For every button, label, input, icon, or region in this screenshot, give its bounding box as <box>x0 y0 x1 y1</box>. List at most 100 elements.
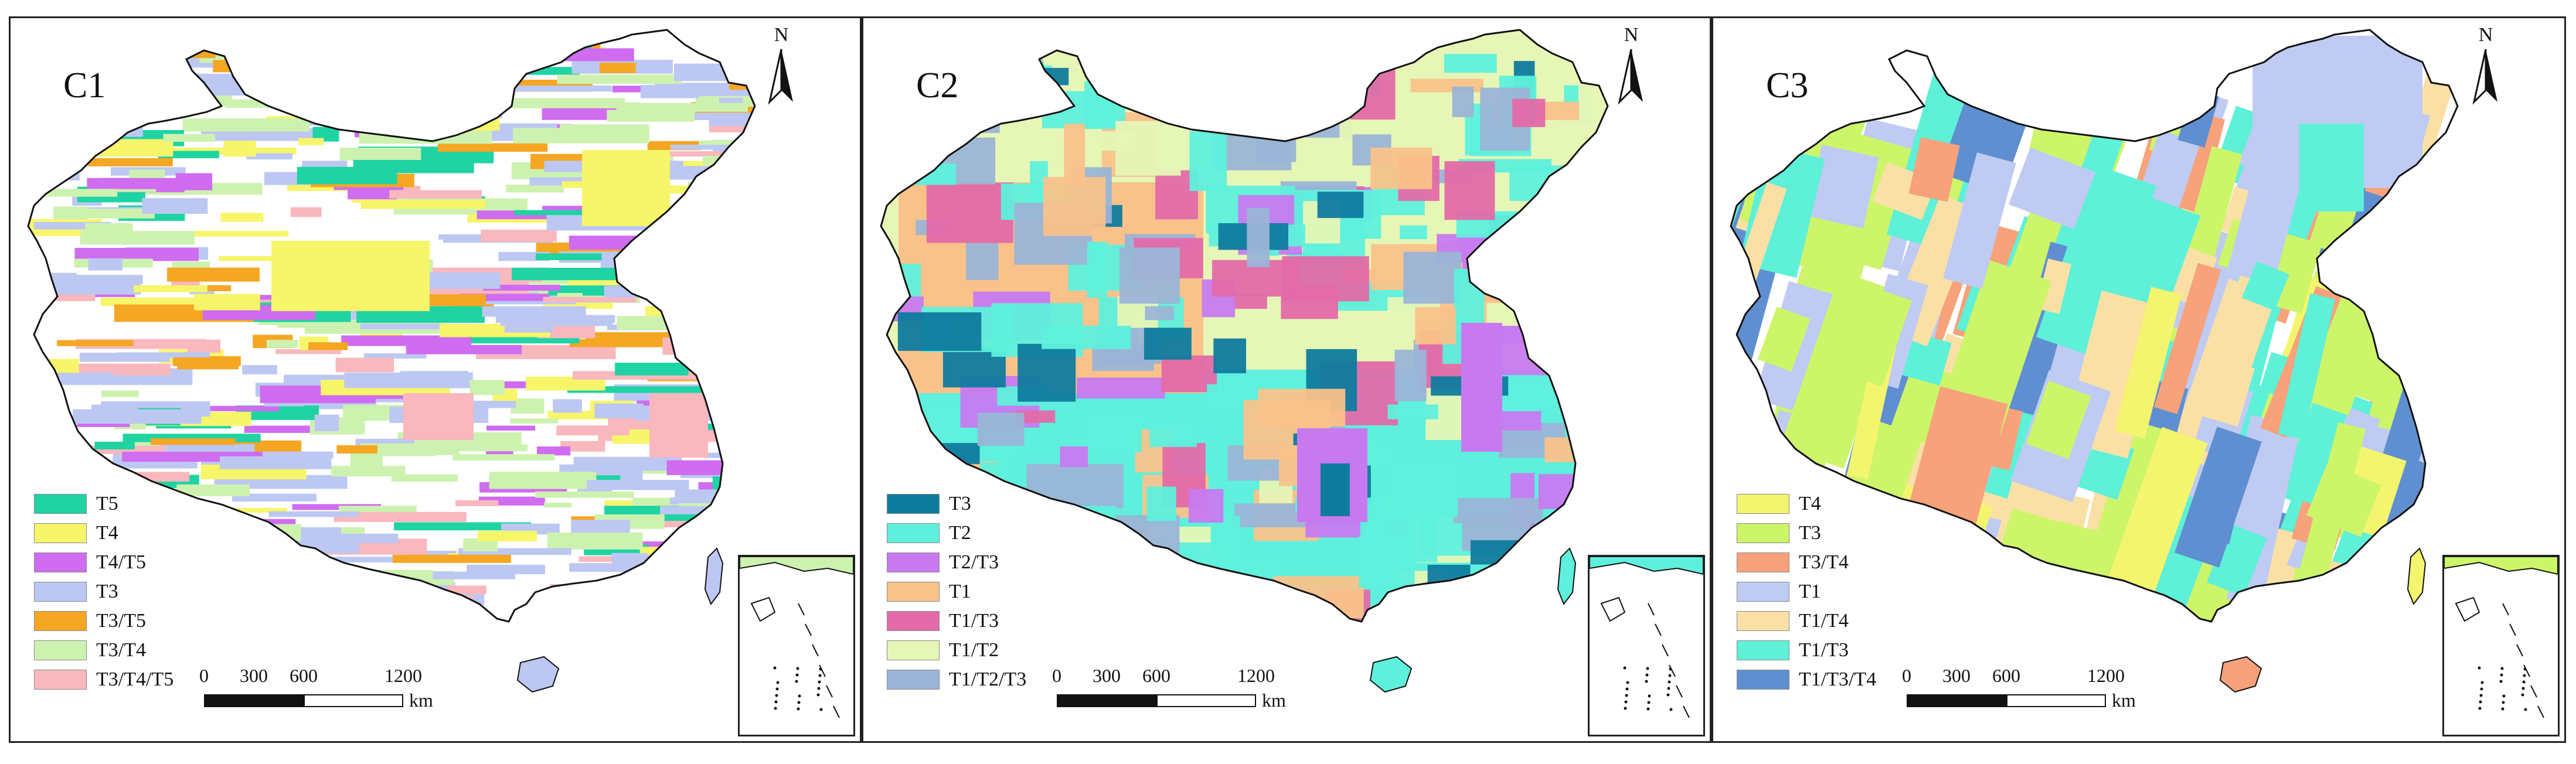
taiwan-island <box>2407 547 2427 606</box>
legend-item: T2/T3 <box>887 548 1026 577</box>
legend-item: T1/T2/T3 <box>887 665 1026 694</box>
scale-tick-label: 600 <box>1992 665 2020 686</box>
legend-item: T3 <box>1737 519 1876 548</box>
scale-unit: km <box>2112 690 2136 711</box>
legend-swatch <box>1737 640 1789 660</box>
scale-tick-label: 600 <box>1142 665 1170 686</box>
north-label: N <box>2478 24 2493 46</box>
scale-tick-label: 0 <box>199 665 209 686</box>
scale-tick-label: 300 <box>1093 665 1121 686</box>
legend-item: T3 <box>34 577 173 606</box>
map-panel-c2: C2 N T3 T2 T2/T3 T1 T1/T3 T1/T2 T1/T2/T3 0 300 600 1… <box>862 16 1711 743</box>
legend-label: T3/T4 <box>1799 551 1849 573</box>
legend-label: T1/T2 <box>949 639 999 661</box>
legend-item: T3/T4 <box>34 636 173 665</box>
hainan-island <box>516 656 560 693</box>
panel-title: C3 <box>1766 66 1809 105</box>
legend-label: T1 <box>949 581 971 602</box>
scale-tick-label: 1200 <box>1237 665 1275 686</box>
scale-bar-filled <box>1057 694 1156 707</box>
legend-label: T3 <box>1799 522 1821 544</box>
legend-item: T1/T3 <box>887 606 1026 636</box>
legend-label: T4 <box>96 522 118 544</box>
legend-label: T4/T5 <box>96 551 146 573</box>
south-china-sea-inset <box>738 555 855 736</box>
legend-item: T4 <box>1737 489 1876 519</box>
legend-label: T1/T3 <box>949 610 999 632</box>
legend-item: T3/T4/T5 <box>34 665 173 694</box>
scale-tick-label: 300 <box>1942 665 1971 686</box>
legend-swatch <box>1737 552 1789 572</box>
legend: T4 T3 T3/T4 T1 T1/T4 T1/T3 T1/T3/T4 <box>1737 489 1876 694</box>
scale-bar: 0 300 600 1200 km <box>199 665 433 718</box>
scale-tick-label: 1200 <box>2087 665 2125 686</box>
legend-label: T3/T5 <box>96 610 146 632</box>
north-arrow-icon: N <box>1614 24 1649 106</box>
taiwan-island <box>704 547 724 606</box>
legend-item: T3/T4 <box>1737 548 1876 577</box>
legend-swatch <box>1737 582 1789 602</box>
china-map <box>1730 29 2459 693</box>
legend: T5 T4 T4/T5 T3 T3/T5 T3/T4 T3/T4/T5 <box>34 489 173 694</box>
scale-bar-empty <box>1156 694 1256 707</box>
legend-label: T4 <box>1799 493 1821 514</box>
legend-label: T5 <box>96 493 118 514</box>
legend-label: T1/T2/T3 <box>949 668 1027 690</box>
north-arrow-icon: N <box>2468 24 2503 106</box>
legend-label: T1/T3 <box>1799 639 1849 661</box>
scale-unit: km <box>1262 690 1286 711</box>
legend-label: T3/T4/T5 <box>96 668 174 690</box>
legend-swatch <box>887 494 940 514</box>
scale-tick-label: 0 <box>1052 665 1061 686</box>
legend-swatch <box>1737 523 1789 543</box>
legend-label: T1/T3/T4 <box>1799 668 1877 690</box>
scale-bar-filled <box>1907 694 2006 707</box>
legend-item: T5 <box>34 489 173 519</box>
legend-swatch <box>34 640 87 660</box>
scale-bar: 0 300 600 1200 km <box>1902 665 2136 718</box>
legend-label: T2/T3 <box>949 551 999 573</box>
legend-swatch <box>34 611 87 631</box>
legend-swatch <box>1737 670 1789 690</box>
legend-label: T3 <box>949 493 971 514</box>
legend-item: T2 <box>887 519 1026 548</box>
north-label: N <box>1624 24 1639 46</box>
panel-title: C1 <box>63 66 106 105</box>
legend-swatch <box>34 670 87 690</box>
taiwan-island <box>1557 547 1577 606</box>
north-label: N <box>774 24 789 46</box>
legend-swatch <box>1737 494 1789 514</box>
legend-item: T1 <box>887 577 1026 606</box>
north-arrow-icon: N <box>764 24 799 106</box>
scale-tick-label: 1200 <box>384 665 422 686</box>
legend-item: T4/T5 <box>34 548 173 577</box>
legend-swatch <box>887 611 940 631</box>
legend-swatch <box>887 523 940 543</box>
hainan-island <box>1369 656 1413 693</box>
china-map <box>27 29 756 693</box>
scale-bar-empty <box>2006 694 2106 707</box>
legend-swatch <box>34 523 87 543</box>
legend-label: T2 <box>949 522 971 544</box>
legend-swatch <box>887 552 940 572</box>
legend-label: T1 <box>1799 581 1821 602</box>
scale-tick-label: 0 <box>1902 665 1911 686</box>
legend-item: T4 <box>34 519 173 548</box>
legend-item: T1/T3/T4 <box>1737 665 1876 694</box>
scale-bar-filled <box>204 694 304 707</box>
legend-swatch <box>34 494 87 514</box>
legend-swatch <box>34 552 87 572</box>
legend-label: T3 <box>96 581 118 602</box>
china-map <box>880 29 1609 693</box>
legend-item: T1/T4 <box>1737 606 1876 636</box>
legend-swatch <box>1737 611 1789 631</box>
south-china-sea-inset <box>1588 555 1705 736</box>
hainan-island <box>2219 656 2262 693</box>
panel-title: C2 <box>916 66 959 105</box>
legend: T3 T2 T2/T3 T1 T1/T3 T1/T2 T1/T2/T3 <box>887 489 1026 694</box>
legend-swatch <box>34 582 87 602</box>
legend-item: T3/T5 <box>34 606 173 636</box>
south-china-sea-inset <box>2442 555 2560 736</box>
scale-bar-empty <box>304 694 403 707</box>
legend-label: T3/T4 <box>96 639 146 661</box>
